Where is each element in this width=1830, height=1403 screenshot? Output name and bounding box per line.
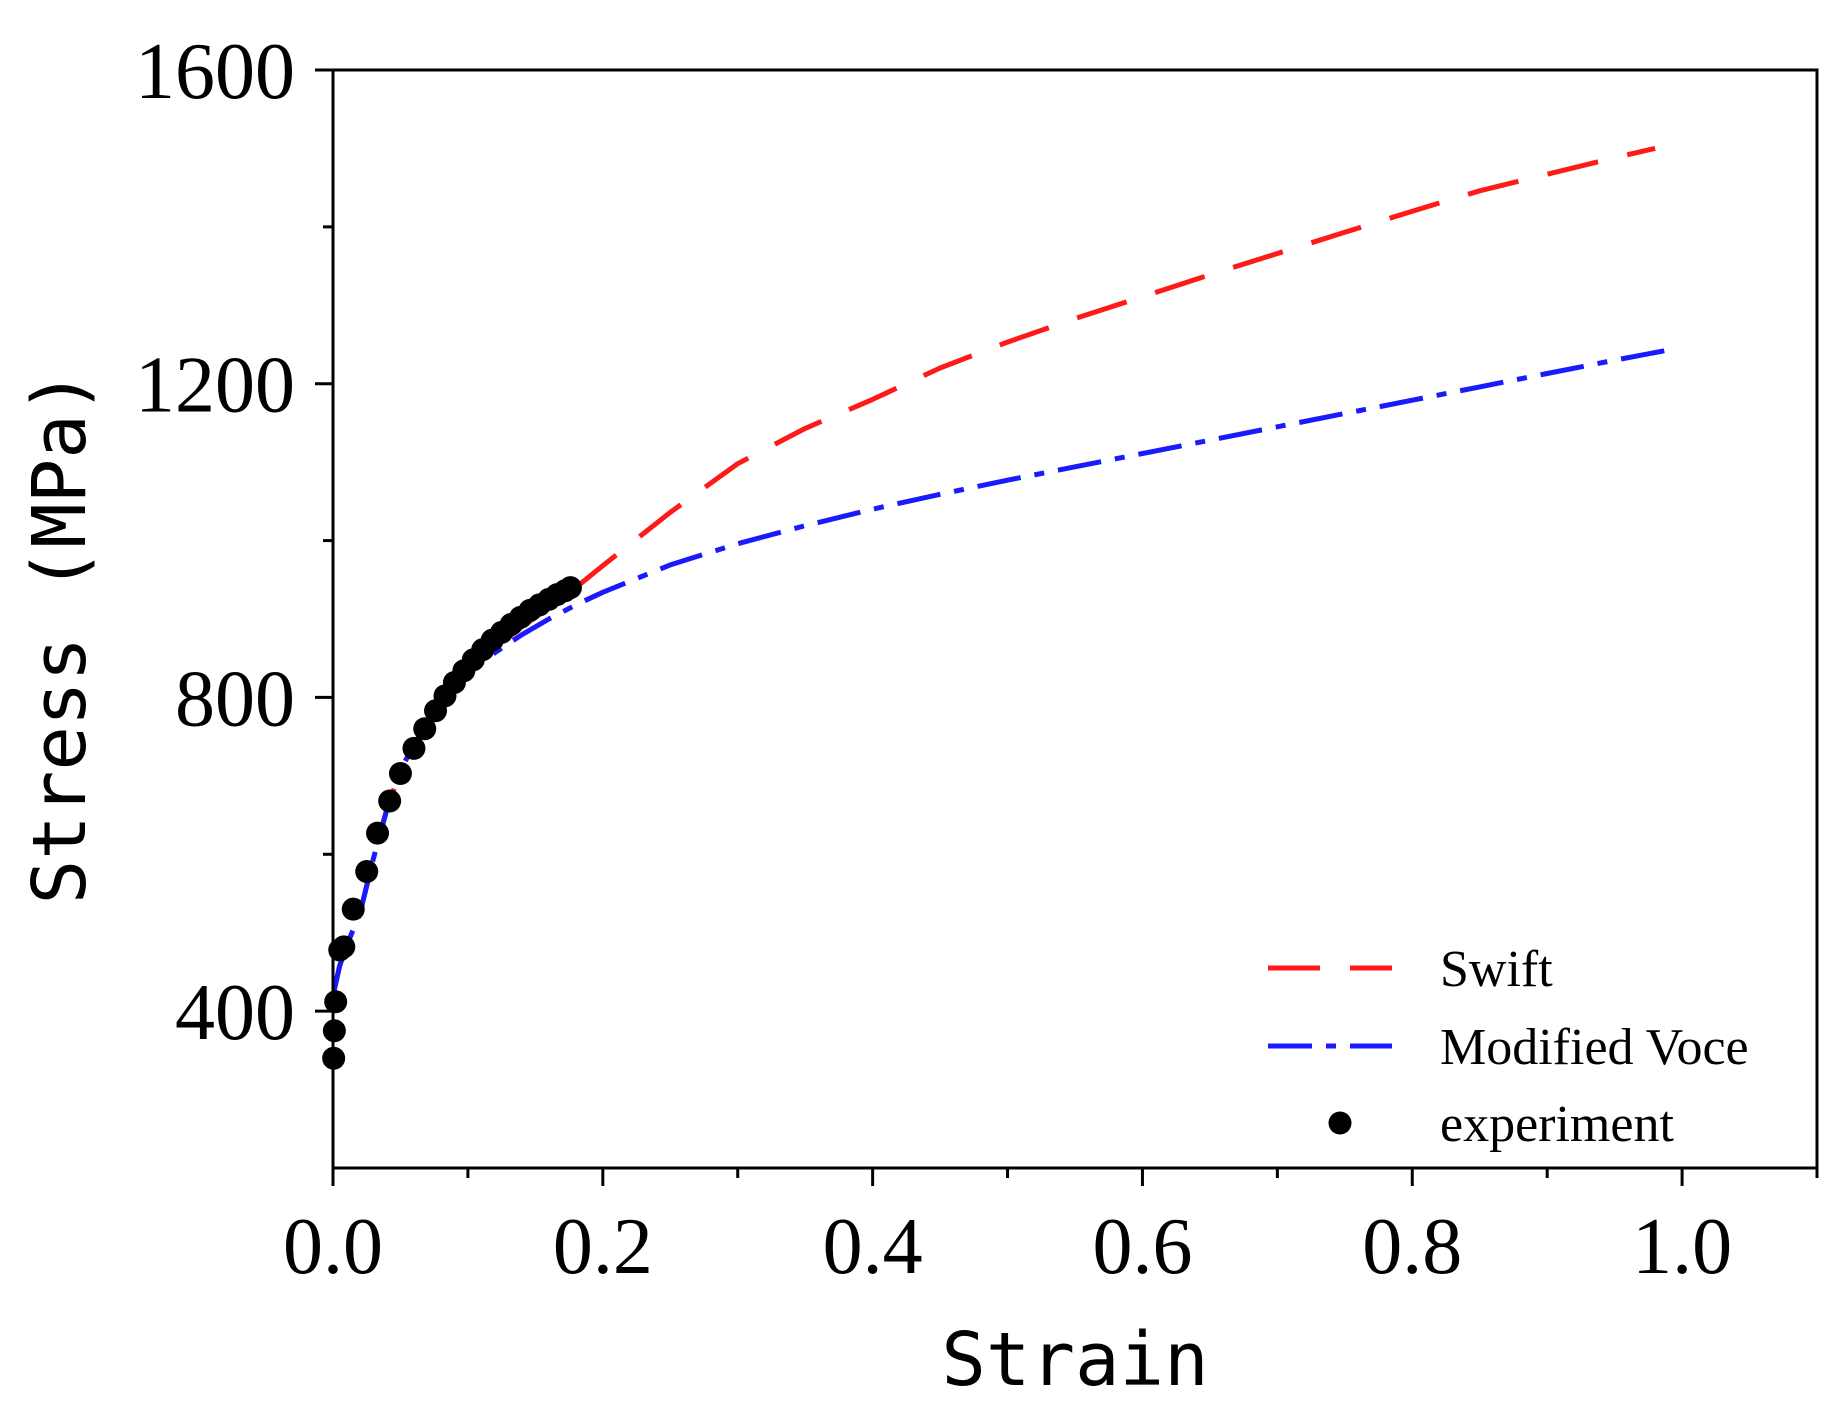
experiment-point (324, 990, 348, 1014)
experiment-point (366, 821, 390, 845)
legend: Swift Modified Voce experiment (1268, 941, 1749, 1153)
x-tick-label: 1.0 (1632, 1203, 1732, 1291)
legend-swift-label: Swift (1440, 941, 1553, 998)
y-tick-label: 1200 (135, 342, 295, 430)
experiment-point (355, 860, 379, 884)
x-tick-label: 0.4 (823, 1203, 923, 1291)
swift-line (330, 145, 1656, 997)
tick-labels: 0.0 0.2 0.4 0.6 0.8 1.0 400 800 1200 1600 (135, 28, 1732, 1291)
legend-experiment-marker (1328, 1111, 1352, 1135)
experiment-point (341, 897, 365, 921)
experiment-point (402, 736, 426, 760)
x-tick-label: 0.8 (1362, 1203, 1462, 1291)
experiment-point (388, 762, 412, 786)
legend-modified-voce-label: Modified Voce (1440, 1019, 1749, 1076)
experiment-point (413, 717, 437, 741)
y-axis-title: Stress (MPa) (17, 370, 103, 905)
x-tick-label: 0.0 (283, 1203, 383, 1291)
experiment-point (558, 576, 582, 600)
x-tick-label: 0.6 (1092, 1203, 1192, 1291)
plot-frame (331, 68, 1819, 1170)
x-axis-title: Strain (941, 1317, 1208, 1403)
experiment-point (378, 789, 402, 813)
x-tick-label: 0.2 (553, 1203, 653, 1291)
y-tick-label: 1600 (135, 28, 295, 116)
y-tick-label: 800 (175, 655, 295, 743)
y-tick-label: 400 (175, 969, 295, 1057)
ticks-layer (315, 68, 1819, 1186)
series-layer (322, 145, 1670, 1070)
modified-voce-line (330, 347, 1670, 997)
legend-experiment-label: experiment (1440, 1096, 1674, 1153)
experiment-point (332, 935, 356, 959)
